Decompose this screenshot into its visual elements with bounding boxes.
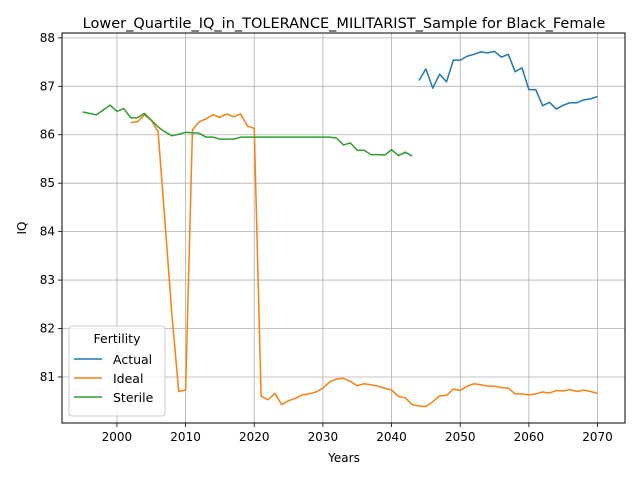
y-tick-label: 85 <box>40 176 55 190</box>
legend-label-actual: Actual <box>113 352 152 367</box>
y-tick-label: 87 <box>40 79 55 93</box>
y-tick-label: 88 <box>40 31 55 45</box>
chart-title: Lower_Quartile_IQ_in_TOLERANCE_MILITARIS… <box>83 16 606 32</box>
x-tick-label: 2070 <box>582 430 613 444</box>
x-tick-label: 2050 <box>445 430 476 444</box>
y-tick-label: 83 <box>40 273 55 287</box>
legend-label-ideal: Ideal <box>113 371 143 386</box>
y-tick-label: 81 <box>40 370 55 384</box>
legend-label-sterile: Sterile <box>113 390 154 405</box>
y-axis-label: IQ <box>15 222 29 235</box>
x-axis-label: Years <box>327 451 360 465</box>
x-tick-label: 2020 <box>239 430 270 444</box>
y-tick-label: 84 <box>40 225 55 239</box>
legend: Fertility Actual Ideal Sterile <box>69 326 165 416</box>
y-tick-label: 82 <box>40 322 55 336</box>
legend-title: Fertility <box>94 331 142 346</box>
x-tick-label: 2060 <box>514 430 545 444</box>
y-tick-label: 86 <box>40 128 55 142</box>
x-tick-label: 2000 <box>102 430 133 444</box>
x-tick-label: 2010 <box>170 430 201 444</box>
x-tick-label: 2030 <box>308 430 339 444</box>
x-tick-label: 2040 <box>376 430 407 444</box>
